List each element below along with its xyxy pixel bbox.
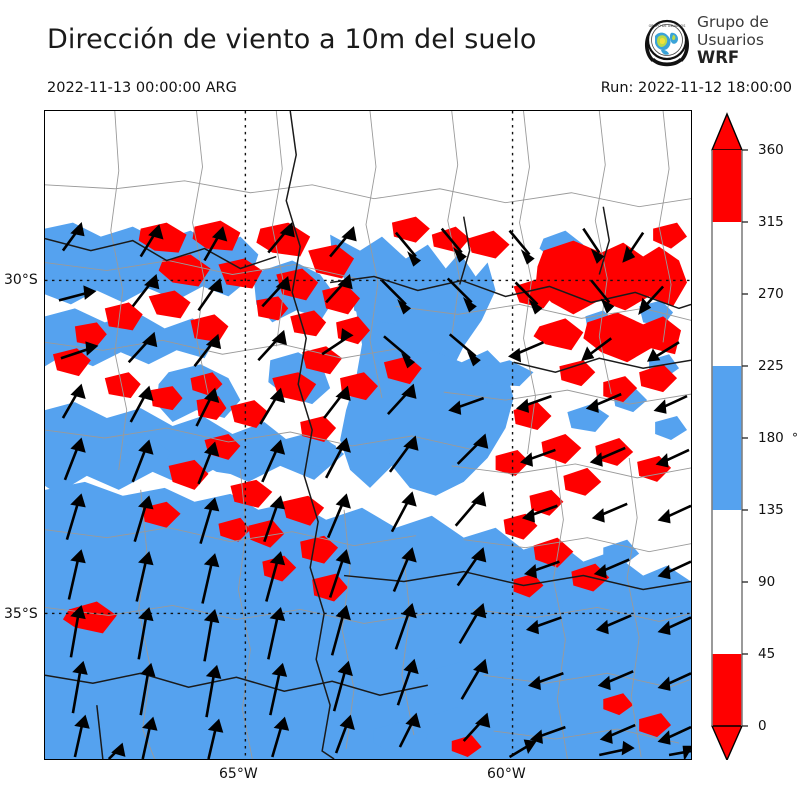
- logo-line-1: Grupo de: [697, 13, 769, 31]
- map-plot-area[interactable]: [44, 110, 692, 760]
- logo-line-2: Usuarios: [697, 30, 764, 49]
- gridlines: [45, 111, 691, 759]
- run-time-label: Run: 2022-11-12 18:00:00: [600, 80, 792, 96]
- colorbar-tick-45: 45: [758, 646, 776, 662]
- page-title: Dirección de viento a 10m del suelo: [47, 24, 537, 55]
- lon-label-65w: 65°W: [219, 766, 258, 782]
- province-borders: [45, 111, 691, 759]
- colorbar-tick-270: 270: [758, 286, 784, 302]
- colorbar[interactable]: 360 315 270 225 180 ° 135 90 45 0: [710, 112, 798, 760]
- logo: GRUPO DE USUARIOS Grupo de Usuarios WRF: [641, 13, 796, 76]
- colorbar-tick-0: 0: [758, 718, 767, 734]
- lat-label-35s: 35°S: [4, 606, 38, 622]
- wind-direction-field: [45, 111, 691, 759]
- colorbar-tick-135: 135: [758, 502, 784, 518]
- valid-time-label: 2022-11-13 00:00:00 ARG: [47, 80, 237, 96]
- colorbar-tick-90: 90: [758, 574, 776, 590]
- colorbar-tick-315: 315: [758, 214, 784, 230]
- lon-label-60w: 60°W: [487, 766, 526, 782]
- svg-text:GRUPO DE USUARIOS: GRUPO DE USUARIOS: [649, 24, 686, 28]
- country-borders: [45, 111, 691, 759]
- colorbar-gradient: [710, 112, 748, 760]
- colorbar-tick-225: 225: [758, 358, 784, 374]
- colorbar-tick-180: 180: [758, 430, 784, 446]
- colorbar-unit-label: °: [792, 431, 798, 445]
- globe-emblem-icon: GRUPO DE USUARIOS: [644, 19, 690, 67]
- colorbar-tick-360: 360: [758, 142, 784, 158]
- logo-line-3: WRF: [697, 48, 740, 67]
- wind-vector-arrows: [58, 222, 691, 759]
- lat-label-30s: 30°S: [4, 272, 38, 288]
- logo-text: Grupo de Usuarios WRF: [697, 13, 769, 67]
